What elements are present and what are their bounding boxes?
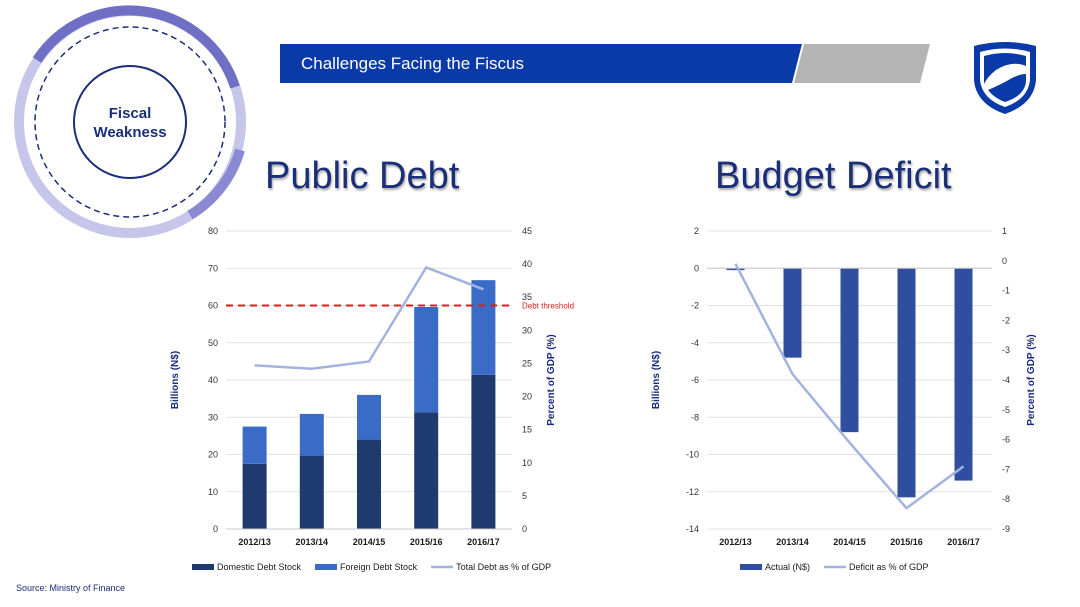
line-total-debt-as-of-gdp xyxy=(254,265,484,370)
y-tick-label: -6 xyxy=(691,375,699,385)
y-tick-label: 10 xyxy=(208,487,218,497)
y-tick-label: 0 xyxy=(694,263,699,273)
line-deficit-as-of-gdp xyxy=(734,263,965,510)
legend-swatch xyxy=(315,564,338,570)
x-tick-label: 2012/13 xyxy=(238,537,271,547)
shield-logo-icon xyxy=(974,42,1036,114)
y2-tick-label: 35 xyxy=(522,292,532,302)
y2-tick-label: 0 xyxy=(1002,256,1007,266)
y2-axis-title: Percent of GDP (%) xyxy=(546,334,557,426)
bar-actual-n- xyxy=(954,268,973,481)
x-tick-label: 2012/13 xyxy=(719,537,752,547)
x-tick-label: 2015/16 xyxy=(410,537,443,547)
y-tick-label: -4 xyxy=(691,338,699,348)
budget-deficit-title: Budget Deficit xyxy=(715,155,952,197)
y2-tick-label: -6 xyxy=(1002,435,1010,445)
y-tick-label: -10 xyxy=(686,450,699,460)
y2-tick-label: 40 xyxy=(522,259,532,269)
y2-tick-label: -3 xyxy=(1002,345,1010,355)
bar-domestic-debt-stock xyxy=(471,374,496,529)
circle-label-line1: Fiscal xyxy=(109,105,152,122)
y2-tick-label: 25 xyxy=(522,358,532,368)
bar-actual-n- xyxy=(897,268,916,498)
y2-tick-label: 15 xyxy=(522,425,532,435)
inner-circle xyxy=(73,65,187,179)
bar-actual-n- xyxy=(726,268,745,271)
legend-label: Foreign Debt Stock xyxy=(340,562,418,572)
threshold-label: Debt threshold xyxy=(522,302,574,311)
banner-blue-bar xyxy=(280,44,802,83)
bar-foreign-debt-stock xyxy=(357,394,381,440)
y-tick-label: 70 xyxy=(208,263,218,273)
bar-foreign-debt-stock xyxy=(471,280,496,375)
y2-tick-label: 5 xyxy=(522,491,527,501)
circle-label-line2: Weakness xyxy=(93,124,166,141)
y-axis-title: Billions (N$) xyxy=(170,351,181,409)
y2-tick-label: 0 xyxy=(522,524,527,534)
bar-domestic-debt-stock xyxy=(299,455,324,529)
legend-label: Deficit as % of GDP xyxy=(849,562,929,572)
x-tick-label: 2014/15 xyxy=(353,537,386,547)
y-tick-label: 40 xyxy=(208,375,218,385)
y-tick-label: 60 xyxy=(208,301,218,311)
y-tick-label: 30 xyxy=(208,412,218,422)
outer-ring-accent xyxy=(32,5,240,89)
y2-tick-label: 30 xyxy=(522,325,532,335)
y-tick-label: 20 xyxy=(208,450,218,460)
banner-title: Challenges Facing the Fiscus xyxy=(301,54,525,73)
y2-tick-label: -9 xyxy=(1002,524,1010,534)
source-note: Source: Ministry of Finance xyxy=(16,583,126,593)
bar-foreign-debt-stock xyxy=(414,306,439,413)
outer-ring-accent-2 xyxy=(187,148,245,220)
fiscal-weakness-emblem: Fiscal Weakness xyxy=(14,5,246,238)
bar-domestic-debt-stock xyxy=(357,439,381,529)
banner xyxy=(280,44,930,83)
y2-tick-label: 1 xyxy=(1002,226,1007,236)
y2-tick-label: 20 xyxy=(522,392,532,402)
legend-swatch xyxy=(740,564,762,570)
legend-label: Total Debt as % of GDP xyxy=(456,562,551,572)
legend-label: Domestic Debt Stock xyxy=(217,562,302,572)
banner-gray-bar xyxy=(794,44,930,83)
x-tick-label: 2015/16 xyxy=(890,537,923,547)
y-tick-label: 50 xyxy=(208,338,218,348)
y2-tick-label: -2 xyxy=(1002,315,1010,325)
x-tick-label: 2013/14 xyxy=(296,537,329,547)
y-tick-label: -2 xyxy=(691,301,699,311)
y-tick-label: 0 xyxy=(213,524,218,534)
bar-foreign-debt-stock xyxy=(299,413,324,456)
y2-tick-label: 10 xyxy=(522,458,532,468)
x-tick-label: 2016/17 xyxy=(947,537,980,547)
y2-axis-title: Percent of GDP (%) xyxy=(1026,334,1037,426)
y-axis-title: Billions (N$) xyxy=(651,351,662,409)
legend-swatch xyxy=(192,564,214,570)
y2-tick-label: -1 xyxy=(1002,286,1010,296)
bar-foreign-debt-stock xyxy=(242,426,267,464)
y2-tick-label: 45 xyxy=(522,226,532,236)
legend-label: Actual (N$) xyxy=(765,562,810,572)
y-tick-label: -8 xyxy=(691,412,699,422)
y2-tick-label: -4 xyxy=(1002,375,1010,385)
x-tick-label: 2014/15 xyxy=(833,537,866,547)
y2-tick-label: -7 xyxy=(1002,464,1010,474)
x-tick-label: 2016/17 xyxy=(467,537,500,547)
y-tick-label: -12 xyxy=(686,487,699,497)
dashed-ring xyxy=(34,26,226,218)
y2-tick-label: -5 xyxy=(1002,405,1010,415)
bar-actual-n- xyxy=(840,268,859,433)
bar-domestic-debt-stock xyxy=(414,412,439,529)
bar-domestic-debt-stock xyxy=(242,463,267,529)
x-tick-label: 2013/14 xyxy=(776,537,809,547)
y-tick-label: 2 xyxy=(694,226,699,236)
y-tick-label: 80 xyxy=(208,226,218,236)
y-tick-label: -14 xyxy=(686,524,699,534)
public-debt-title: Public Debt xyxy=(265,155,460,197)
bar-actual-n- xyxy=(783,268,802,358)
y2-tick-label: -8 xyxy=(1002,494,1010,504)
